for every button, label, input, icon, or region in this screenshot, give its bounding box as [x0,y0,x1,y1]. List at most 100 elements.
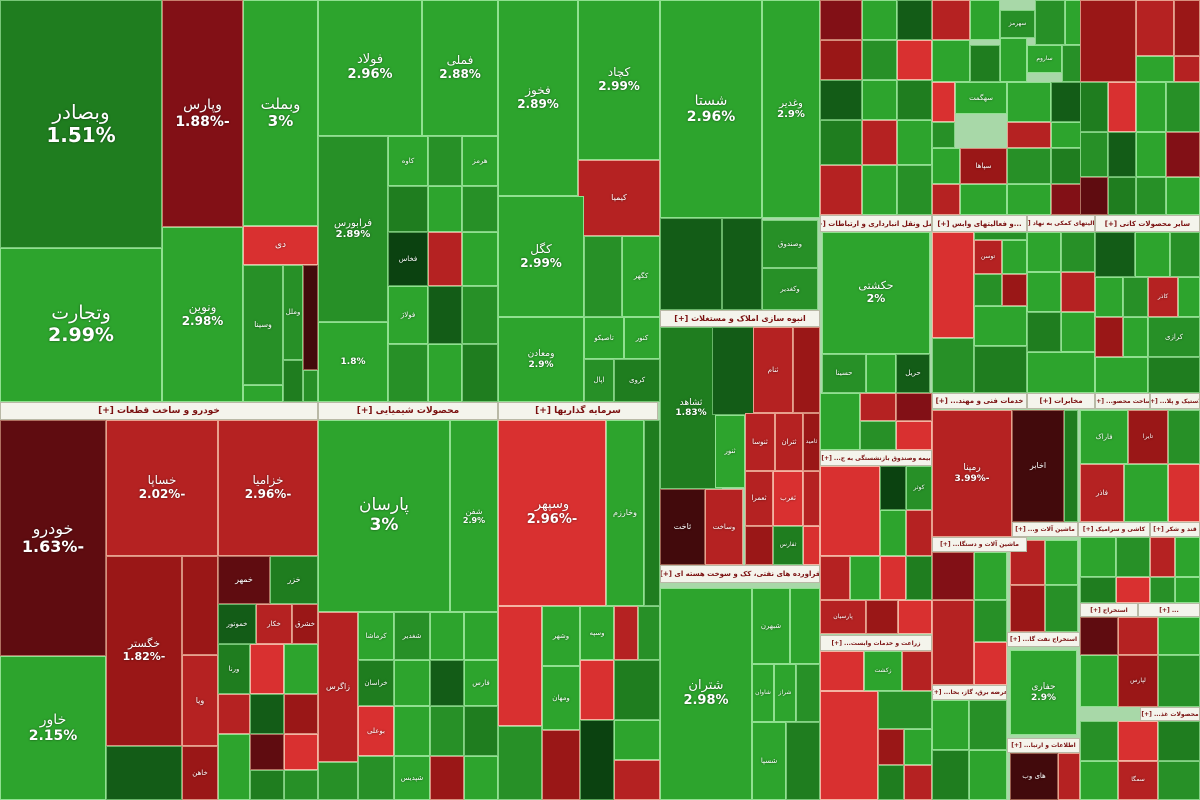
treemap-tile[interactable] [283,360,303,402]
treemap-tile[interactable] [880,556,906,600]
treemap-tile[interactable] [394,706,430,756]
treemap-tile[interactable] [1095,357,1148,393]
treemap-tile[interactable] [1108,177,1136,215]
treemap-tile[interactable] [1136,56,1174,82]
sector-strip[interactable]: اطلاعات و ارتبا... [+] [1007,738,1080,753]
treemap-tile-اپال[interactable]: اپال [584,359,614,402]
treemap-tile[interactable] [430,756,464,800]
treemap-tile[interactable] [1123,277,1148,317]
treemap-tile[interactable] [1116,537,1150,577]
treemap-tile-رمپنا[interactable]: رمپنا -3.99% [932,410,1012,537]
treemap-tile-شراز[interactable]: شراز [774,664,796,722]
treemap-tile[interactable] [1158,721,1200,761]
sector-strip[interactable]: سایر محصولات کانی [+] [1095,215,1200,232]
treemap-tile[interactable] [896,393,932,421]
treemap-tile[interactable] [932,232,974,338]
treemap-tile[interactable] [820,393,860,450]
treemap-tile[interactable] [932,750,969,800]
treemap-tile[interactable] [860,393,896,421]
sector-strip[interactable]: ماشین آلات و... [+] [1012,522,1078,537]
treemap-tile[interactable] [1007,184,1051,215]
treemap-tile[interactable] [878,765,904,800]
treemap-tile[interactable] [1061,232,1095,272]
treemap-tile[interactable]: 1.8% [318,322,388,402]
sector-strip[interactable]: ... [+] [1138,603,1200,617]
treemap-tile[interactable] [1058,753,1080,800]
treemap-tile-وغدیر[interactable]: وغدیر 2.9% [762,0,820,218]
treemap-tile[interactable] [1174,0,1200,56]
treemap-tile[interactable] [897,80,932,120]
treemap-tile[interactable] [820,120,862,165]
treemap-tile[interactable] [1007,122,1051,148]
treemap-tile-سمگا[interactable]: سمگا [1118,761,1158,800]
treemap-tile[interactable] [250,694,284,734]
treemap-tile[interactable] [1080,617,1118,655]
treemap-tile-خاهن[interactable]: خاهن [182,746,218,800]
treemap-tile[interactable] [1123,317,1148,357]
treemap-tile[interactable] [388,186,428,232]
sector-strip[interactable]: ...و فعالیتهای وابس [+] [932,215,1027,232]
treemap-tile-تایرا[interactable]: تایرا [1128,410,1168,464]
treemap-tile[interactable] [1002,240,1027,274]
treemap-tile-لپارس[interactable]: لپارس [1118,655,1158,707]
treemap-tile-وساخت[interactable]: وساخت [705,489,743,565]
treemap-tile[interactable] [250,770,284,800]
treemap-tile-وشهر[interactable]: وشهر [542,606,580,666]
treemap-tile[interactable] [1135,232,1170,277]
treemap-tile[interactable] [712,327,754,415]
treemap-tile[interactable] [394,660,430,706]
treemap-tile[interactable] [1027,232,1061,272]
treemap-tile-فولاد[interactable]: فولاد 2.96% [318,0,422,136]
treemap-tile[interactable] [970,0,1000,40]
sector-strip[interactable]: خدمات فنی و مهند... [+] [932,393,1027,409]
treemap-tile[interactable] [1080,177,1108,215]
treemap-tile-خمهر[interactable]: خمهر [218,556,270,604]
treemap-tile[interactable] [860,421,896,450]
treemap-tile-تاصیکو[interactable]: تاصیکو [584,317,624,359]
treemap-tile[interactable] [1108,82,1136,132]
treemap-tile-وسینا[interactable]: وسینا [243,265,283,385]
treemap-tile[interactable] [1166,177,1200,215]
treemap-tile-ثامید[interactable]: ثامید [803,413,820,471]
treemap-tile[interactable] [218,734,250,800]
treemap-tile-شغدیر[interactable]: شغدیر [394,612,430,660]
treemap-tile-شتران[interactable]: شتران 2.98% [660,588,752,800]
treemap-tile[interactable] [974,600,1007,642]
treemap-tile-كچاد[interactable]: كچاد 2.99% [578,0,660,160]
treemap-tile[interactable] [358,756,394,800]
treemap-tile[interactable] [803,471,820,526]
treemap-tile-ثتران[interactable]: ثتران [775,413,803,471]
treemap-tile-ویا[interactable]: ویا [182,655,218,746]
treemap-tile-خشرق[interactable]: خشرق [292,604,318,644]
treemap-tile[interactable] [1064,410,1078,522]
treemap-tile[interactable] [1166,132,1200,177]
sector-strip[interactable]: محصولات شیمیایی [+] [318,402,498,420]
treemap-tile-خاور[interactable]: خاور 2.15% [0,656,106,800]
treemap-tile-کیمیا[interactable]: کیمیا [578,160,660,236]
sector-strip[interactable]: لاستیک و پلا... [+] [1150,393,1200,409]
treemap-tile[interactable] [897,40,932,80]
treemap-tile[interactable] [898,600,932,634]
treemap-tile[interactable] [866,354,896,393]
treemap-tile[interactable] [1045,540,1078,585]
treemap-tile[interactable] [462,186,498,232]
treemap-tile-شبهرن[interactable]: شبهرن [752,588,790,664]
treemap-tile[interactable] [464,756,498,800]
treemap-tile[interactable] [974,642,1007,685]
treemap-tile[interactable] [960,184,1007,215]
treemap-tile[interactable] [880,466,906,510]
treemap-tile-ورنا[interactable]: ورنا [218,644,250,694]
treemap-tile[interactable] [1045,585,1078,632]
treemap-tile-کروی[interactable]: کروی [614,359,660,402]
treemap-tile[interactable] [969,700,1007,750]
treemap-tile[interactable] [1002,274,1027,306]
treemap-tile-ثغرب[interactable]: ثغرب [773,471,803,526]
treemap-tile-کرماشا[interactable]: کرماشا [358,612,394,660]
treemap-tile[interactable] [428,232,462,286]
treemap-tile[interactable] [974,346,1027,393]
treemap-tile[interactable] [820,0,862,40]
treemap-tile[interactable] [1080,82,1108,132]
treemap-tile-زاگرس[interactable]: زاگرس [318,612,358,762]
treemap-tile-وسپه[interactable]: وسپه [580,606,614,660]
treemap-tile[interactable] [1158,761,1200,800]
